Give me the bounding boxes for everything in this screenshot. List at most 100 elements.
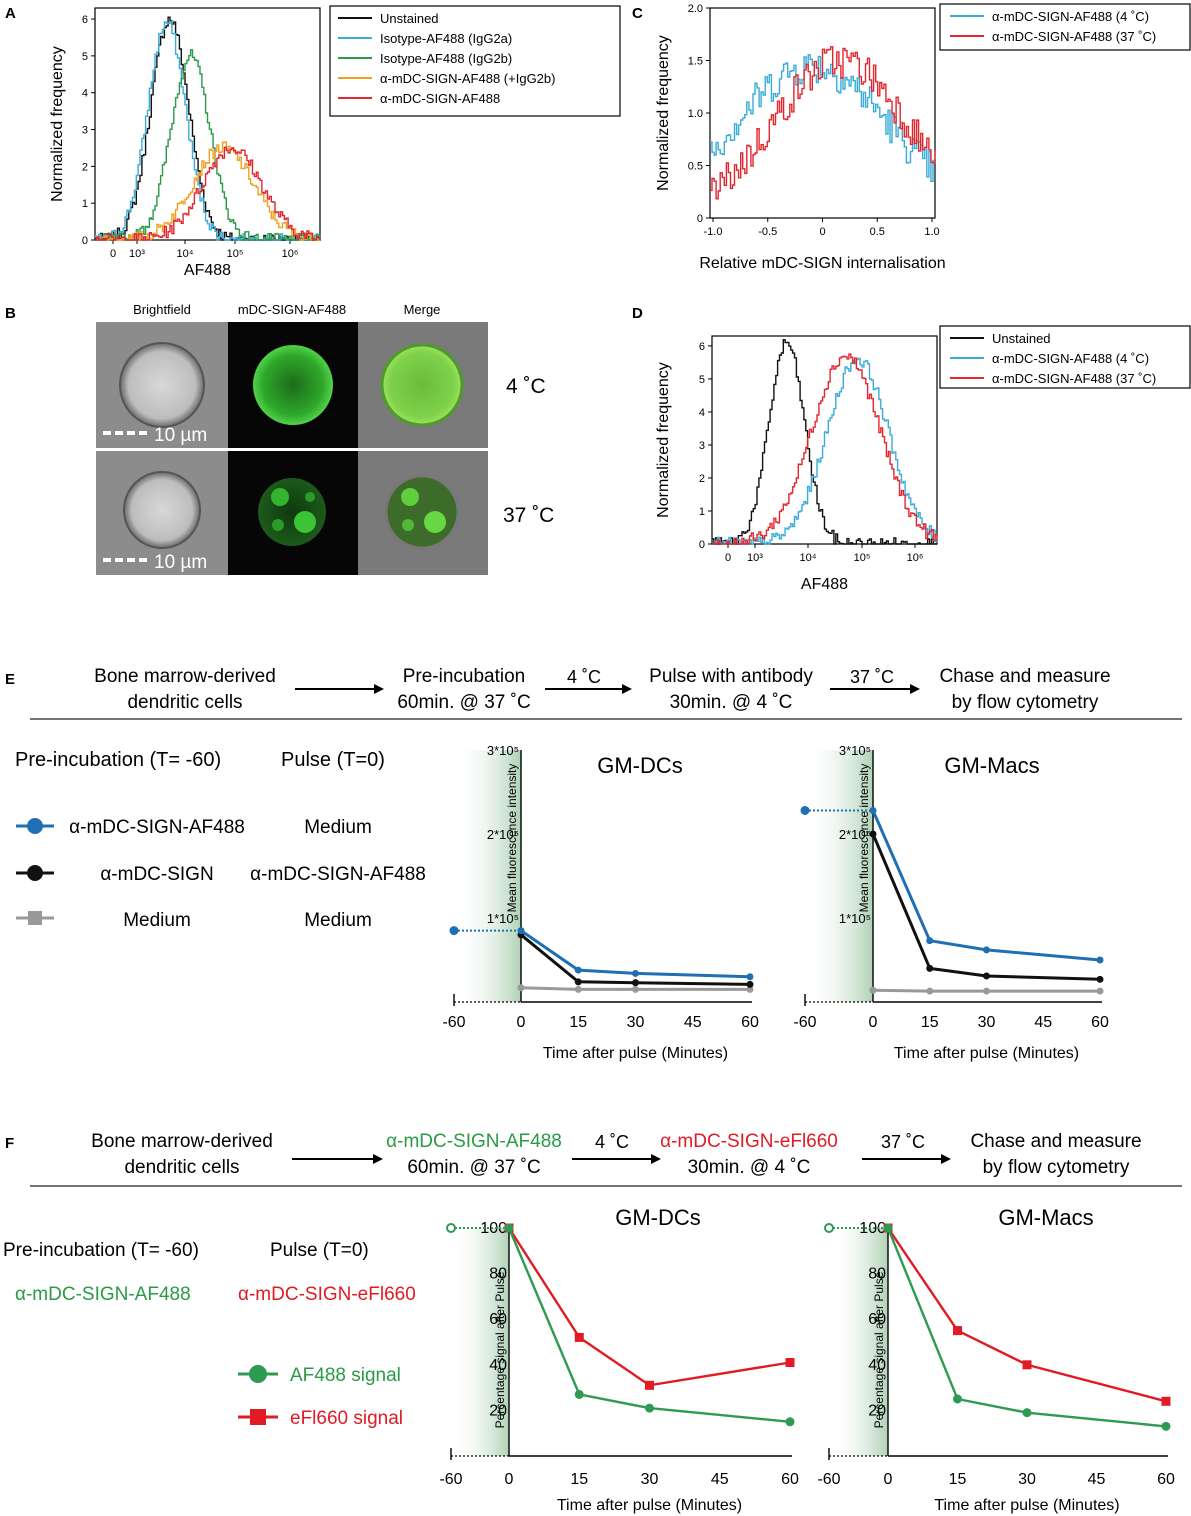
y-tick-label: 2*10⁵	[487, 827, 519, 842]
x-tick-label: 0	[110, 248, 116, 260]
legend-e-marker-2	[27, 865, 43, 881]
data-point-2-4	[1096, 975, 1104, 983]
data-point-3-4	[746, 985, 754, 993]
x-tick-label: 15	[921, 1014, 939, 1031]
panel-label-d: D	[632, 305, 643, 322]
data-point-2-3	[983, 972, 990, 980]
y-tick-label: 2	[82, 161, 88, 173]
pre-point-marker	[824, 1223, 834, 1233]
pre-point-marker	[449, 926, 459, 936]
cell-bf-37c	[123, 471, 201, 549]
y-tick-label: 80	[868, 1266, 886, 1283]
data-point-3-3	[983, 987, 990, 995]
x-tick-label: -60	[817, 1471, 840, 1488]
data-point-1-4	[1161, 1421, 1171, 1431]
flow-f-arrowhead2	[651, 1154, 661, 1164]
flow-f-step2-line2: 60min. @ 37 ˚C	[407, 1157, 540, 1178]
plot-frame	[709, 7, 936, 219]
chart-title: GM-DCs	[597, 753, 683, 778]
pre-incubation-shade	[451, 1228, 509, 1456]
histogram-series-2	[712, 357, 938, 545]
y-tick-label: 2.0	[688, 3, 703, 15]
x-tick-label: 15	[570, 1471, 588, 1488]
y-tick-label: 4	[699, 407, 705, 419]
series-line-2	[507, 1227, 791, 1387]
legend-f-header-pre: Pre-incubation (T= -60)	[3, 1240, 199, 1261]
x-tick-label: -60	[442, 1014, 465, 1031]
x-axis-label: AF488	[184, 262, 231, 279]
x-tick-label: 10⁴	[177, 248, 194, 260]
flow-e-arrowhead3	[910, 684, 920, 694]
panel-label-b: B	[5, 305, 16, 322]
data-point-3-2	[926, 987, 934, 995]
x-axis-label: Time after pulse (Minutes)	[543, 1045, 728, 1062]
flow-f-arrow3-label: 37 ˚C	[881, 1132, 925, 1152]
x-axis-label: Time after pulse (Minutes)	[894, 1045, 1079, 1062]
data-point-2-4	[746, 980, 754, 988]
legend-e-row2-pulse: α-mDC-SIGN-AF488	[250, 864, 426, 885]
histogram-d: 0 1 2 3 4 5 6 0 10³ 10⁴ 10⁵ 10⁶ AF488 Normalized freq…	[655, 325, 1191, 593]
flow-e-arrowhead1	[374, 684, 384, 694]
legend-f-label-af488: AF488 signal	[290, 1365, 401, 1386]
flow-e-step1-line1: Bone marrow-derived	[94, 666, 276, 687]
histogram-series-4	[95, 141, 320, 241]
y-tick-label: 5	[82, 51, 88, 63]
chart-title: GM-Macs	[998, 1205, 1093, 1230]
line-chart-e-gm-macs: -60 0 15 30 45 60 Time after pulse (Minutes) 1*…	[793, 743, 1109, 1062]
legend-label-5: α-mDC-SIGN-AF488	[380, 91, 500, 106]
y-axis-label: Normalized frequency	[655, 362, 672, 518]
line-chart-e-gm-dcs: -60 0 15 30 45 60 Time after pulse (Minutes) 1*…	[442, 743, 759, 1062]
data-point-2-3	[1022, 1360, 1032, 1370]
y-tick-label: 100	[859, 1220, 886, 1237]
y-axis-label: Percentage signal after Pulse	[872, 1271, 886, 1428]
x-tick-label: 60	[1157, 1471, 1175, 1488]
legend-frame-a	[329, 5, 621, 117]
cell-merge-37c	[384, 474, 460, 550]
data-point-2-2	[574, 978, 582, 986]
panel-label-a: A	[5, 5, 16, 22]
data-point-1-2	[953, 1394, 962, 1404]
y-tick-label: 20	[489, 1402, 507, 1419]
spot-merge-37c-1	[401, 488, 419, 506]
data-point-1-3	[645, 1403, 654, 1413]
y-tick-label: 20	[868, 1402, 886, 1419]
legend-e-row1-pulse: Medium	[304, 817, 372, 838]
flow-e-arrow3-label: 37 ˚C	[850, 667, 894, 687]
legend-f-header-pulse: Pulse (T=0)	[270, 1240, 369, 1261]
workflow-f: Bone marrow-derived dendritic cells α-mD…	[30, 1131, 1182, 1187]
series-line-1	[520, 929, 751, 979]
data-point-1-2	[574, 1389, 584, 1399]
legend-label-2: α-mDC-SIGN-AF488 (37 ˚C)	[992, 29, 1156, 44]
y-tick-label: 0	[699, 539, 705, 551]
x-tick-label: 45	[684, 1014, 702, 1031]
series-line-2	[887, 1227, 1167, 1403]
y-tick-label: 1*10⁵	[839, 911, 871, 926]
x-tick-label: 60	[1091, 1014, 1109, 1031]
spot-af488-37c-3	[272, 519, 284, 531]
y-tick-label: 6	[699, 341, 705, 353]
microscopy-grid: Brightfield mDC-SIGN-AF488 Merge 10 µm 1…	[96, 302, 554, 575]
x-tick-label: -0.5	[758, 226, 777, 238]
y-tick-label: 6	[82, 14, 88, 26]
y-tick-label: 2*10⁵	[839, 827, 871, 842]
x-tick-label: 45	[1088, 1471, 1106, 1488]
series-line-1	[886, 1227, 1167, 1428]
y-tick-label: 80	[489, 1266, 507, 1283]
row-label-4c: 4 ˚C	[506, 375, 546, 398]
x-tick-label: 0	[505, 1471, 514, 1488]
legend-e-marker-3	[28, 911, 42, 925]
data-point-2-4	[1161, 1396, 1171, 1406]
legend-e-marker-1	[27, 818, 43, 834]
x-tick-label: 0	[884, 1471, 893, 1488]
flow-f-arrow2-label: 4 ˚C	[595, 1132, 629, 1152]
histogram-series-3	[712, 353, 938, 545]
col-header-af488: mDC-SIGN-AF488	[238, 302, 346, 317]
panel-label-c: C	[632, 5, 643, 22]
legend-f-marker-efl660	[250, 1409, 266, 1425]
col-header-merge: Merge	[404, 302, 441, 317]
y-axis-label: Normalized frequency	[49, 46, 66, 202]
x-tick-label: 15	[949, 1471, 967, 1488]
histogram-c: 0 0.5 1.0 1.5 2.0 -1.0 -0.5 0 0.5 1.0 Relative mDC…	[655, 3, 1191, 272]
y-tick-label: 40	[489, 1357, 507, 1374]
